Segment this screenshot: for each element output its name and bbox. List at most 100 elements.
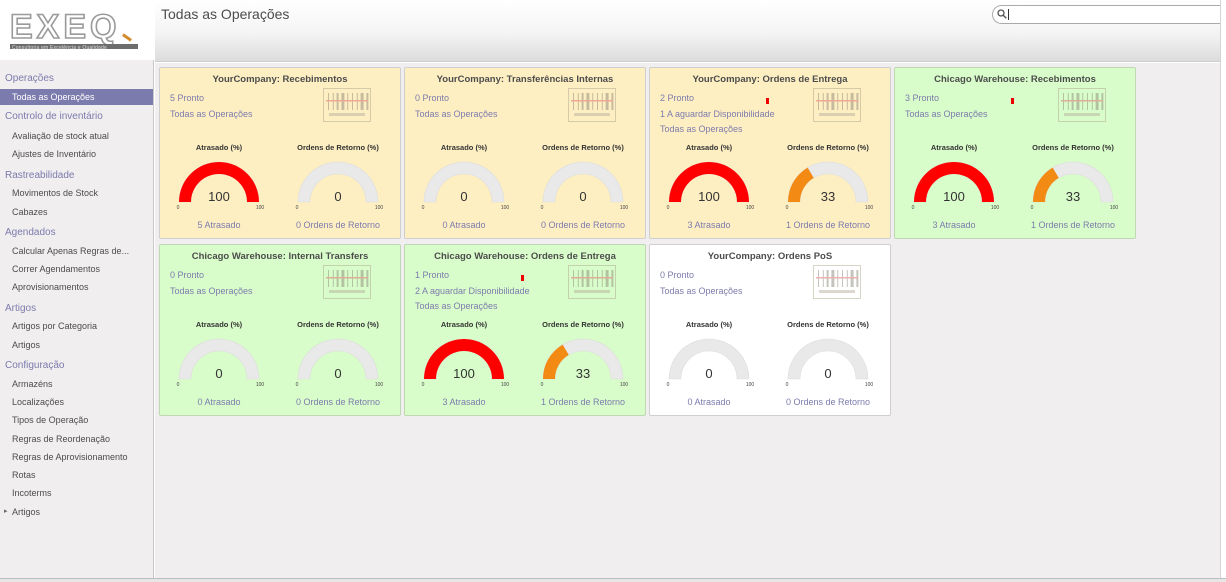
late-caption-link[interactable]: 0 Atrasado — [197, 397, 241, 407]
barcode-icon[interactable] — [568, 88, 616, 122]
card-link[interactable]: 5 Pronto — [170, 93, 205, 103]
ret-gauge-value: 0 — [334, 189, 341, 204]
menu-item-10[interactable]: Correr Agendamentos — [12, 264, 101, 274]
late-gauge-track — [423, 161, 505, 203]
menu-item-18[interactable]: Tipos de Operação — [12, 415, 89, 425]
card-link[interactable]: 0 Pronto — [660, 270, 695, 280]
menu-item-22[interactable]: Incoterms — [12, 488, 52, 498]
ret-gauge-min: 0 — [541, 205, 544, 211]
menu-item-23[interactable]: Artigos — [12, 507, 41, 517]
card-title[interactable]: Chicago Warehouse: Internal Transfers — [191, 251, 369, 262]
card-link[interactable]: Todas as Operações — [415, 301, 498, 311]
window-bottom-edge — [0, 578, 1226, 582]
late-gauge-max: 100 — [501, 382, 510, 388]
card-link[interactable]: Todas as Operações — [170, 285, 253, 296]
card-title[interactable]: Chicago Warehouse: Recebimentos — [934, 74, 1096, 85]
ret-gauge-value: 33 — [1066, 189, 1080, 204]
menu-item-7[interactable]: Cabazes — [12, 207, 48, 217]
late-gauge-dial: 100 0 100 — [667, 161, 755, 211]
card-title[interactable]: YourCompany: Recebimentos — [212, 74, 348, 85]
late-gauge-dial: 100 0 100 — [912, 161, 999, 211]
menu-item-20[interactable]: Regras de Aprovisionamento — [12, 452, 128, 462]
ret-caption-link[interactable]: 0 Ordens de Retorno — [295, 397, 381, 407]
card-link[interactable]: 0 Pronto — [415, 93, 450, 103]
card-link[interactable]: 2 Pronto — [660, 93, 695, 103]
sidebar: EXEQ Consultoria em Excelência e Qualida… — [0, 0, 154, 578]
menu-item-21[interactable]: Rotas — [12, 470, 36, 480]
window-right-edge — [1220, 0, 1226, 580]
operation-card[interactable]: Chicago Warehouse: Recebimentos 3 Pronto T… — [894, 67, 1136, 239]
card-title[interactable]: YourCompany: Transferências Internas — [436, 74, 614, 85]
late-gauge-min: 0 — [422, 382, 425, 388]
ret-caption-link[interactable]: 0 Ordens de Retorno — [785, 397, 871, 407]
card-link[interactable]: 2 A aguardar Disponibilidade — [415, 285, 530, 296]
menu-item-6[interactable]: Movimentos de Stock — [12, 188, 99, 198]
card-link[interactable]: Todas as Operações — [170, 108, 253, 119]
late-gauge-max: 100 — [501, 205, 510, 211]
late-caption-link[interactable]: 0 Atrasado — [442, 220, 486, 230]
menu-item-13[interactable]: Artigos por Categoria — [12, 321, 98, 331]
menu-item-11[interactable]: Aprovisionamentos — [12, 282, 89, 292]
menu-item-1[interactable]: Todas as Operações — [0, 89, 153, 105]
barcode-icon[interactable] — [323, 88, 371, 122]
operation-card[interactable]: YourCompany: Transferências Internas 0 Pr… — [404, 67, 646, 239]
card-link[interactable]: Todas as Operações — [660, 285, 743, 296]
ret-gauge-track — [787, 338, 869, 380]
search-input[interactable] — [1008, 9, 1009, 20]
late-gauge-max: 100 — [746, 205, 755, 211]
card-link[interactable]: Todas as Operações — [660, 124, 743, 134]
menu-item-19[interactable]: Regras de Reordenação — [12, 434, 111, 444]
late-caption-link[interactable]: 3 Atrasado — [442, 397, 486, 407]
card-link[interactable]: 3 Pronto — [905, 93, 940, 103]
ret-gauge-label: Ordens de Retorno (%) — [297, 143, 379, 152]
late-gauge-track — [668, 338, 750, 380]
logo[interactable]: EXEQ Consultoria em Excelência e Qualida… — [0, 0, 154, 60]
ret-gauge-value: 0 — [334, 366, 341, 381]
operation-card[interactable]: Chicago Warehouse: Internal Transfers 0 P… — [159, 244, 401, 416]
card-title[interactable]: YourCompany: Ordens PoS — [707, 251, 833, 262]
late-caption-link[interactable]: 0 Atrasado — [687, 397, 731, 407]
barcode-icon[interactable] — [813, 265, 861, 299]
menu-section-15: Configuração — [5, 360, 65, 371]
ret-caption-link[interactable]: 1 Ordens de Retorno — [785, 220, 871, 230]
card-link[interactable]: 1 A aguardar Disponibilidade — [660, 108, 775, 119]
late-gauge-min: 0 — [912, 205, 915, 211]
late-gauge-max: 100 — [256, 205, 265, 211]
menu-item-9[interactable]: Calcular Apenas Regras de... — [12, 246, 130, 256]
late-caption-link[interactable]: 3 Atrasado — [687, 220, 731, 230]
menu-item-16[interactable]: Armazéns — [12, 379, 53, 389]
ret-caption-link[interactable]: 1 Ordens de Retorno — [540, 397, 626, 407]
ret-gauge-dial: 33 0 100 — [1031, 161, 1118, 211]
search-box[interactable] — [992, 5, 1226, 24]
operation-card[interactable]: YourCompany: Ordens de Entrega 2 Pronto 1 … — [649, 67, 891, 239]
late-gauge-max: 100 — [256, 382, 265, 388]
barcode-icon[interactable] — [568, 265, 616, 299]
menu-section-12: Artigos — [5, 303, 37, 314]
card-title[interactable]: YourCompany: Ordens de Entrega — [692, 74, 848, 85]
barcode-icon[interactable] — [1058, 88, 1106, 122]
menu-item-4[interactable]: Ajustes de Inventário — [12, 149, 97, 159]
card-title[interactable]: Chicago Warehouse: Ordens de Entrega — [434, 251, 616, 262]
ret-caption-link[interactable]: 0 Ordens de Retorno — [295, 220, 381, 230]
late-indicator-icon — [521, 275, 524, 281]
operation-card[interactable]: Chicago Warehouse: Ordens de Entrega 1 Pr… — [404, 244, 646, 416]
late-gauge-value: 100 — [208, 189, 230, 204]
expand-caret-icon[interactable]: ▸ — [4, 508, 8, 515]
menu-item-14[interactable]: Artigos — [12, 340, 41, 350]
exeq-logo: EXEQ Consultoria em Excelência e Qualida… — [8, 7, 138, 54]
operation-card[interactable]: YourCompany: Recebimentos 5 Pronto Todas a… — [159, 67, 401, 239]
card-link[interactable]: Todas as Operações — [415, 108, 498, 119]
menu-item-17[interactable]: Localizações — [12, 397, 65, 407]
barcode-icon[interactable] — [323, 265, 371, 299]
ret-caption-link[interactable]: 0 Ordens de Retorno — [540, 220, 626, 230]
ret-caption-link[interactable]: 1 Ordens de Retorno — [1030, 220, 1116, 230]
late-caption-link[interactable]: 3 Atrasado — [932, 220, 976, 230]
operation-card[interactable]: YourCompany: Ordens PoS 0 Pronto Todas as … — [649, 244, 891, 416]
card-link[interactable]: 1 Pronto — [415, 270, 450, 280]
late-caption-link[interactable]: 5 Atrasado — [197, 220, 241, 230]
card-link[interactable]: 0 Pronto — [170, 270, 205, 280]
barcode-icon[interactable] — [813, 88, 861, 122]
menu-item-3[interactable]: Avaliação de stock atual — [12, 131, 109, 141]
card-link[interactable]: Todas as Operações — [905, 108, 988, 119]
